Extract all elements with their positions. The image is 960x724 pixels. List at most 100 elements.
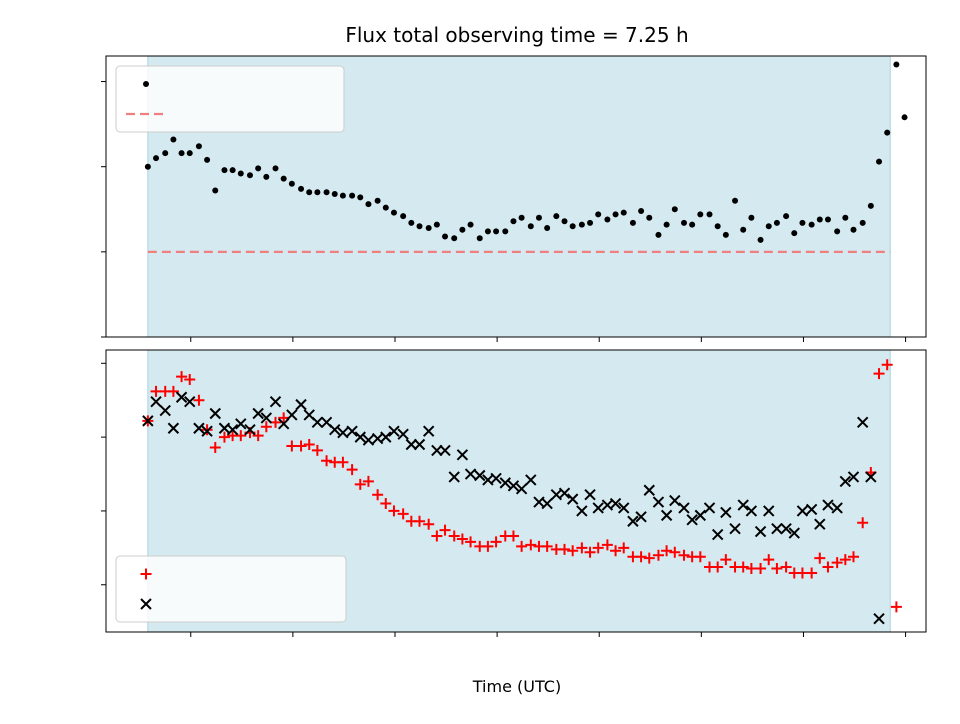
measurement-point	[757, 236, 764, 243]
matched-star-point	[635, 551, 647, 563]
matched-star-point	[397, 508, 409, 520]
matched-star-point	[193, 394, 205, 406]
matched-star-point	[507, 530, 519, 542]
measurement-point	[604, 216, 611, 223]
legend	[115, 65, 345, 133]
predicted-star-point	[711, 528, 724, 541]
measurement-point	[288, 180, 295, 187]
predicted-star-point	[235, 418, 247, 430]
predicted-star-point	[184, 395, 196, 408]
matched-star-point	[413, 515, 425, 527]
measurement-point	[646, 214, 653, 221]
measurement-point	[178, 150, 185, 157]
predicted-star-point	[541, 497, 553, 510]
matched-star-point	[439, 524, 451, 536]
predicted-star-point	[226, 424, 239, 436]
matched-star-point	[763, 554, 775, 566]
predicted-star-point	[354, 431, 366, 443]
predicted-star-point	[584, 488, 596, 501]
measurement-point	[459, 226, 466, 233]
measurement-point	[195, 143, 202, 150]
predicted-star-point	[780, 522, 792, 535]
measurement-point	[612, 211, 619, 218]
predicted-star-point	[745, 505, 758, 517]
measurement-point	[808, 221, 815, 228]
matched-star-point	[643, 552, 655, 564]
matched-star-point	[737, 561, 749, 573]
measurement-point	[850, 226, 857, 233]
matched-star-point	[712, 561, 724, 573]
predicted-star-point	[558, 487, 571, 499]
predicted-star-point	[814, 518, 826, 530]
figure-title: Flux total observing time = 7.25 h	[345, 23, 688, 47]
measurement-point	[867, 202, 874, 209]
matched-star-point	[567, 545, 579, 557]
predicted-star-point	[150, 395, 162, 408]
matched-star-point	[252, 430, 264, 442]
measurement-point	[144, 163, 151, 170]
predicted-star-point	[839, 475, 852, 488]
measurement-point	[255, 165, 262, 172]
predicted-star-point	[439, 444, 451, 457]
predicted-star-point	[643, 484, 655, 496]
matched-star-point	[610, 545, 622, 557]
predicted-star-point	[822, 499, 834, 511]
matched-star-point	[652, 549, 664, 561]
measurement-point	[842, 214, 849, 221]
measurement-point	[587, 219, 594, 226]
matched-star-point	[661, 545, 673, 557]
measurement-point	[442, 233, 449, 240]
predicted-star-point	[286, 409, 298, 421]
predicted-star-point	[635, 511, 647, 523]
measurement-point	[425, 225, 432, 232]
measurement-point	[365, 201, 372, 208]
measurement-point	[204, 156, 211, 163]
predicted-star-point	[873, 613, 885, 625]
matched-star-point	[857, 517, 869, 529]
measurement-point	[773, 219, 780, 226]
matched-star-point	[286, 440, 298, 452]
matched-star-point	[235, 430, 247, 442]
measurement-point	[706, 211, 713, 218]
measurement-point	[186, 150, 193, 157]
matched-star-point	[201, 424, 213, 436]
legend-marker-predicted	[140, 598, 152, 610]
measurement-point	[824, 216, 831, 223]
measurement-point	[697, 211, 704, 218]
matched-star-point	[592, 542, 604, 554]
predicted-star-point	[159, 404, 171, 417]
predicted-star-point	[856, 416, 869, 429]
measurement-point	[655, 231, 662, 238]
matched-star-point	[771, 563, 783, 575]
measurement-point	[212, 187, 219, 194]
measurement-point	[229, 167, 236, 174]
predicted-star-point	[729, 522, 741, 535]
predicted-star-point	[474, 469, 486, 482]
predicted-star-point	[244, 424, 256, 436]
matched-star-point	[209, 441, 221, 453]
measurement-point	[535, 214, 542, 221]
measurement-point	[433, 221, 440, 228]
matched-star-point	[362, 475, 374, 487]
predicted-star-point	[686, 514, 698, 526]
matched-star-point	[576, 542, 588, 554]
matched-star-point	[311, 444, 323, 456]
measurement-point	[638, 207, 645, 214]
measurement-point	[816, 216, 823, 223]
predicted-star-point	[847, 471, 860, 483]
predicted-star-point	[694, 509, 707, 522]
predicted-star-point	[260, 412, 273, 424]
legend-box	[115, 65, 345, 133]
matched-star-point	[806, 567, 818, 579]
predicted-star-point	[337, 426, 349, 439]
measurement-point	[689, 221, 696, 228]
matched-star-point	[669, 546, 681, 558]
predicted-star-point	[703, 502, 716, 514]
predicted-star-point	[201, 425, 213, 437]
predicted-star-point	[295, 398, 307, 411]
matched-star-point	[745, 563, 757, 575]
measurement-point	[298, 185, 305, 192]
matched-star-point	[321, 455, 333, 467]
measurement-point	[349, 192, 356, 199]
